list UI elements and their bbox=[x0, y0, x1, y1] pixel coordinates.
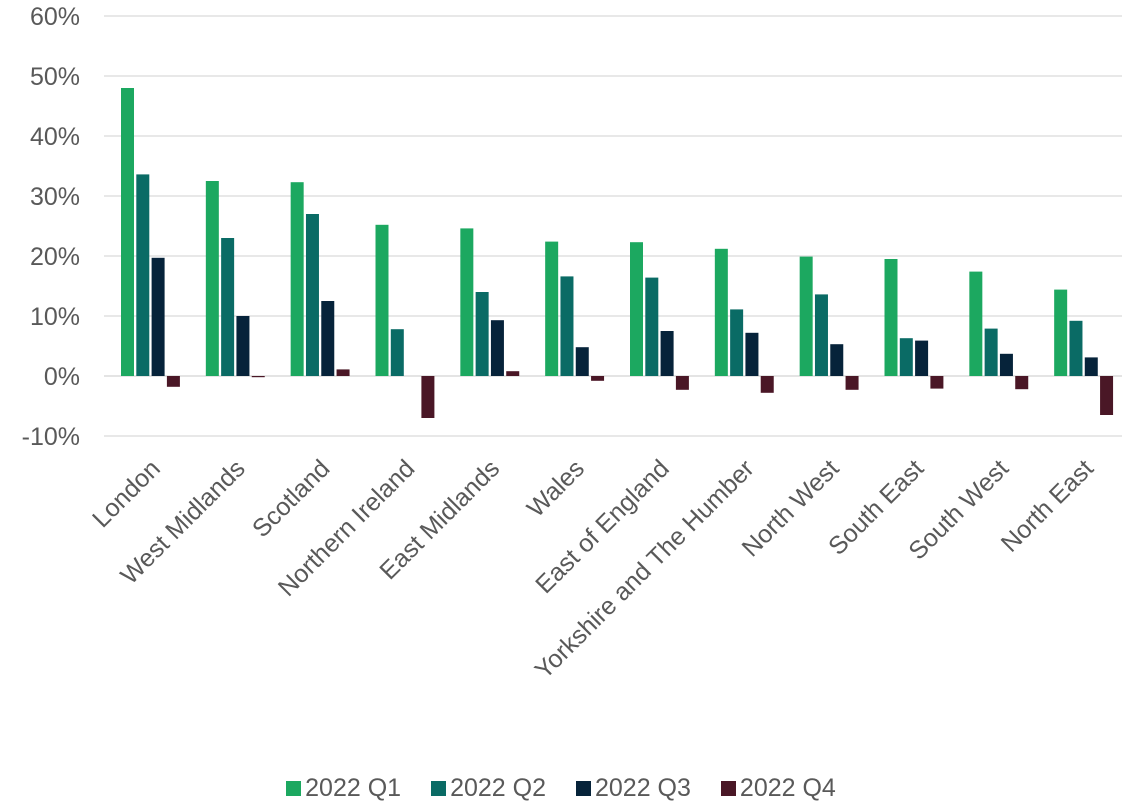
bar-2022-q4 bbox=[845, 376, 859, 390]
legend-label: 2022 Q3 bbox=[595, 774, 691, 802]
y-tick-label: 50% bbox=[30, 63, 80, 91]
y-tick-label: 20% bbox=[30, 243, 80, 271]
bar-2022-q1 bbox=[714, 248, 728, 376]
y-tick-label: 0% bbox=[44, 363, 80, 391]
legend-item: 2022 Q1 bbox=[286, 774, 401, 803]
bar-2022-q2 bbox=[390, 329, 404, 376]
bar-2022-q4 bbox=[1015, 376, 1029, 390]
bar-2022-q4 bbox=[421, 376, 435, 418]
bar-2022-q4 bbox=[1100, 376, 1114, 415]
bar-2022-q3 bbox=[660, 331, 674, 376]
bar-2022-q4 bbox=[930, 376, 944, 389]
bar-2022-q2 bbox=[645, 277, 659, 376]
bar-2022-q1 bbox=[290, 182, 304, 376]
bar-2022-q1 bbox=[884, 259, 898, 376]
x-category-label: London bbox=[87, 454, 166, 533]
legend-item: 2022 Q4 bbox=[720, 774, 836, 803]
bar-2022-q1 bbox=[630, 242, 643, 376]
bar-2022-q2 bbox=[814, 294, 828, 376]
legend-item: 2022 Q2 bbox=[431, 774, 546, 803]
legend-item: 2022 Q3 bbox=[576, 774, 691, 803]
x-category-label: Wales bbox=[522, 454, 590, 522]
bar-2022-q4 bbox=[336, 369, 350, 376]
bar-2022-q2 bbox=[560, 276, 574, 376]
y-tick-label: 10% bbox=[30, 303, 80, 331]
x-category-label: Scotland bbox=[247, 454, 336, 543]
bar-2022-q4 bbox=[166, 376, 180, 387]
bar-2022-q1 bbox=[799, 256, 813, 376]
y-tick-label: 60% bbox=[30, 3, 80, 31]
bar-2022-q3 bbox=[490, 320, 504, 376]
bar-2022-q2 bbox=[221, 238, 235, 376]
bars bbox=[121, 88, 1114, 418]
y-tick-label: -10% bbox=[22, 423, 80, 451]
legend: 2022 Q1 2022 Q2 2022 Q3 2022 Q4 bbox=[0, 774, 1122, 803]
bar-2022-q2 bbox=[136, 174, 150, 376]
bar-2022-q3 bbox=[321, 301, 335, 376]
bar-2022-q3 bbox=[236, 316, 250, 376]
bar-2022-q4 bbox=[675, 376, 689, 390]
bar-2022-q1 bbox=[205, 181, 219, 376]
y-tick-label: 30% bbox=[30, 183, 80, 211]
bar-2022-q2 bbox=[475, 292, 489, 376]
bar-2022-q2 bbox=[984, 328, 998, 376]
legend-label: 2022 Q1 bbox=[305, 774, 402, 802]
legend-swatch bbox=[286, 781, 302, 796]
bar-2022-q3 bbox=[745, 332, 759, 376]
bar-2022-q3 bbox=[575, 347, 589, 376]
bar-2022-q3 bbox=[830, 344, 844, 376]
bar-2022-q2 bbox=[1069, 320, 1083, 376]
legend-swatch bbox=[431, 781, 447, 796]
legend-swatch bbox=[720, 781, 736, 796]
bar-2022-q2 bbox=[305, 214, 319, 376]
bar-2022-q3 bbox=[151, 257, 165, 376]
legend-swatch bbox=[576, 781, 591, 796]
bar-2022-q2 bbox=[899, 338, 913, 376]
y-axis-ticks: -10% 0% 10% 20% 30% 40% 50% 60% bbox=[22, 3, 80, 451]
bar-2022-q3 bbox=[1084, 357, 1098, 376]
bar-2022-q4 bbox=[591, 376, 605, 381]
bar-2022-q1 bbox=[545, 241, 559, 376]
legend-label: 2022 Q4 bbox=[739, 774, 836, 802]
bar-2022-q1 bbox=[375, 224, 389, 376]
bar-2022-q4 bbox=[251, 376, 265, 378]
bar-2022-q4 bbox=[760, 376, 774, 393]
legend-label: 2022 Q2 bbox=[450, 774, 546, 802]
bar-2022-q4 bbox=[506, 371, 520, 376]
x-category-label: North East bbox=[996, 454, 1099, 557]
bar-2022-q1 bbox=[969, 271, 983, 376]
bar-2022-q1 bbox=[121, 88, 134, 376]
gridlines bbox=[104, 15, 1122, 437]
bar-2022-q1 bbox=[460, 228, 474, 376]
bar-2022-q1 bbox=[1054, 289, 1068, 376]
bar-2022-q3 bbox=[999, 353, 1013, 376]
y-tick-label: 40% bbox=[30, 123, 80, 151]
bar-2022-q2 bbox=[730, 309, 744, 376]
bar-2022-q3 bbox=[915, 340, 929, 376]
